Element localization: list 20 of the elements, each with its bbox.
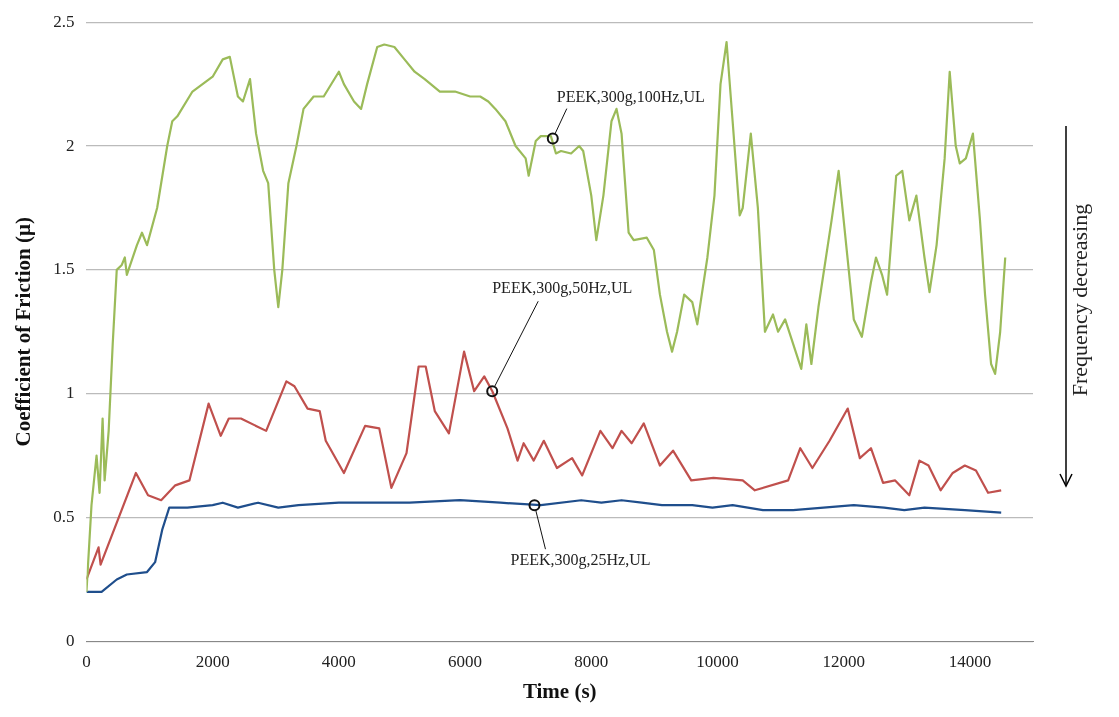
x-tick-label: 0 <box>82 652 91 672</box>
annotation: PEEK,300g,100Hz,UL <box>556 87 705 106</box>
text: Frequency decreasing <box>1067 203 1093 397</box>
x-tick-label: 10000 <box>696 652 739 672</box>
x-axis-title: Time (s) <box>522 678 597 703</box>
y-tick-label: 2 <box>65 135 75 155</box>
y-tick-label: 1.5 <box>53 259 75 279</box>
x-tick-label: 8000 <box>574 652 609 672</box>
x-tick-label: 6000 <box>448 652 483 672</box>
y-tick-label: 0 <box>65 630 75 650</box>
x-tick-label: 4000 <box>321 652 356 672</box>
annotation: PEEK,300g,50Hz,UL <box>492 279 633 298</box>
x-tick-label: 14000 <box>948 652 992 672</box>
x-tick-label: 2000 <box>195 652 230 672</box>
x-tick-label: 12000 <box>822 652 865 672</box>
y-tick-label: 2.5 <box>53 11 75 31</box>
y-tick-label: 1 <box>65 383 75 403</box>
y-axis-title: Coefficient of Friction (μ) <box>11 217 36 447</box>
y-tick-label: 0.5 <box>53 507 75 527</box>
annotation: PEEK,300g,25Hz,UL <box>510 551 651 570</box>
